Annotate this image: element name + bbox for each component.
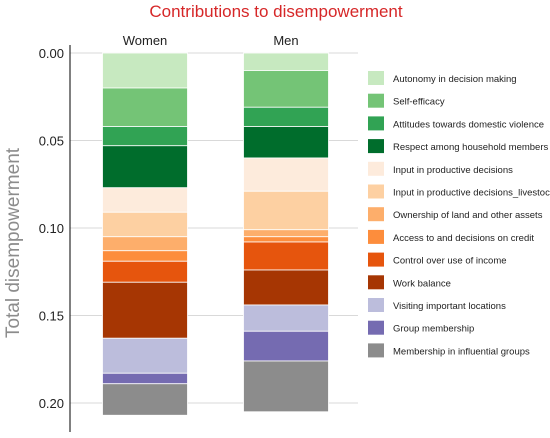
bar-segment: [243, 241, 329, 271]
bar-segment: [243, 106, 329, 127]
legend-label: Membership in influential groups: [393, 346, 530, 357]
legend-label: Respect among household members: [393, 142, 549, 153]
legend-swatch: [368, 139, 384, 154]
bar-segment: [102, 87, 188, 127]
bar-segment: [102, 383, 188, 416]
bar-segment: [243, 70, 329, 108]
bar-segment: [243, 304, 329, 332]
category-label: Men: [273, 33, 298, 48]
y-tick-label: 0.05: [39, 134, 64, 149]
legend-swatch: [368, 116, 384, 131]
y-tick-label: 0.20: [39, 396, 64, 411]
bar-segment: [243, 126, 329, 159]
legend-label: Work balance: [393, 278, 451, 289]
y-tick-label: 0.10: [39, 221, 64, 236]
legend-label: Autonomy in decision making: [393, 74, 517, 85]
legend-swatch: [368, 275, 384, 290]
legend-swatch: [368, 93, 384, 108]
bar-segment: [102, 126, 188, 147]
chart-title: Contributions to disempowerment: [149, 2, 403, 21]
bar-segment: [102, 187, 188, 213]
bar-segment: [243, 330, 329, 362]
legend-swatch: [368, 207, 384, 222]
x-axis-categories: Women Men: [123, 33, 299, 48]
y-tick-label: 0.00: [39, 46, 64, 61]
y-axis-ticks: 0.00 0.05 0.10 0.15 0.20: [39, 46, 64, 411]
bar-segment: [243, 52, 329, 71]
bar-segment: [243, 360, 329, 413]
bar-segment: [102, 250, 188, 262]
legend-swatch: [368, 298, 384, 312]
legend-swatch: [368, 343, 384, 358]
legend-swatch: [368, 184, 384, 199]
bar-segment: [243, 269, 329, 306]
legend-label: Access to and decisions on credit: [393, 233, 534, 244]
legend-swatch: [368, 71, 384, 85]
legend-label: Self-efficacy: [393, 97, 445, 108]
y-axis-label: Total disempowerment: [3, 147, 24, 338]
bar-segment: [102, 145, 188, 189]
y-tick-label: 0.15: [39, 309, 64, 324]
bar-segment: [102, 236, 188, 252]
bar-segment: [102, 260, 188, 283]
legend-swatch: [368, 320, 384, 335]
legend-label: Group membership: [393, 324, 474, 335]
legend-label: Control over use of income: [393, 256, 507, 267]
legend-swatch: [368, 161, 384, 176]
bar-segment: [102, 211, 188, 238]
bar-segment: [102, 372, 188, 385]
legend-label: Input in productive decisions_livestock: [393, 188, 550, 199]
bar-segment: [243, 157, 329, 192]
legend: Autonomy in decision making Self-efficacy…: [368, 71, 550, 358]
legend-label: Attitudes towards domestic violence: [393, 119, 544, 130]
category-label: Women: [123, 33, 168, 48]
legend-label: Ownership of land and other assets: [393, 210, 543, 221]
bar-segment: [243, 236, 329, 243]
legend-swatch: [368, 229, 384, 244]
bars: [102, 52, 329, 416]
bar-segment: [243, 190, 329, 231]
bar-segment: [102, 52, 188, 89]
bar-segment: [102, 281, 188, 339]
bar-segment: [243, 229, 329, 238]
legend-swatch: [368, 252, 384, 267]
legend-label: Input in productive decisions: [393, 165, 513, 176]
bar-segment: [102, 337, 188, 374]
legend-label: Visiting important locations: [393, 301, 506, 312]
